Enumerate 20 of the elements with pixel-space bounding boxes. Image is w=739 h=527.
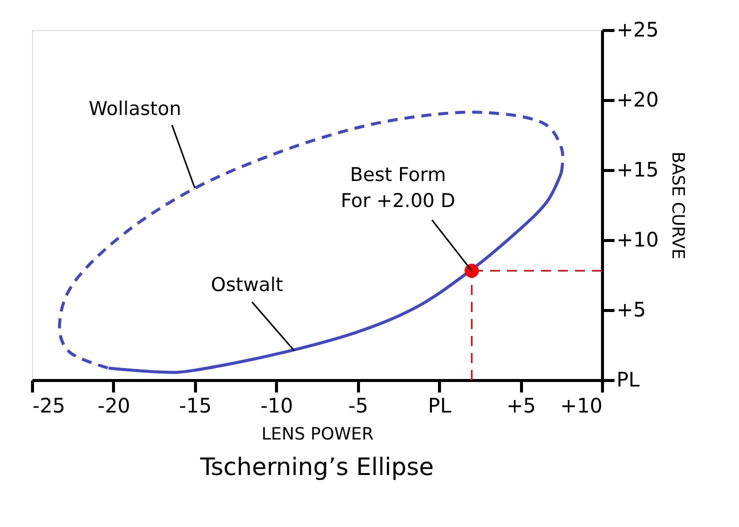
annotation: Best Form For +2.00 D bbox=[340, 164, 456, 212]
text: Tscherning’s Ellipse bbox=[199, 453, 434, 481]
x-tick-label: -25 bbox=[32, 394, 66, 418]
annotation: Ostwalt bbox=[210, 274, 284, 296]
x-axis-title: LENS POWER bbox=[261, 424, 374, 444]
x-tick-label: -15 bbox=[179, 394, 212, 418]
y-tick-label: +20 bbox=[616, 88, 659, 112]
y-tick-label: +10 bbox=[616, 228, 659, 252]
y-axis-title: BASE CURVE bbox=[668, 152, 688, 260]
x-tick-label: -5 bbox=[348, 394, 368, 418]
x-tick-label: PL bbox=[428, 394, 452, 418]
x-tick-label: -20 bbox=[98, 394, 130, 418]
x-tick-label: +5 bbox=[506, 394, 536, 418]
x-tick-label: +10 bbox=[560, 394, 602, 418]
annotation: Wollaston bbox=[88, 98, 182, 120]
y-tick-label: PL bbox=[616, 368, 641, 392]
y-tick-label: +5 bbox=[616, 298, 646, 322]
y-tick-label: +25 bbox=[616, 18, 659, 42]
y-tick-label: +15 bbox=[616, 158, 659, 182]
x-tick-label: -10 bbox=[260, 394, 294, 418]
